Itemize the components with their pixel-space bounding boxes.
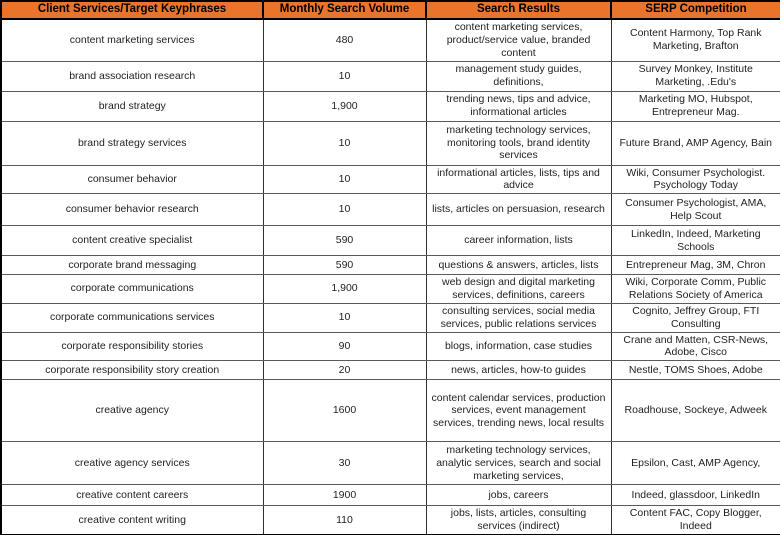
table-row: brand strategy services 10 marketing techn…	[0, 120, 780, 166]
cell-results: web design and digital marketing service…	[425, 274, 612, 304]
cell-competition: Crane and Matten, CSR-News, Adobe, Cisco	[610, 331, 780, 362]
cell-volume: 1,900	[262, 90, 427, 122]
cell-competition: Content Harmony, Top Rank Marketing, Bra…	[610, 18, 780, 62]
cell-keyphrase: corporate communications	[0, 274, 264, 304]
table-row: creative agency services 30 marketing tech…	[0, 441, 780, 486]
table-row: corporate responsibility story creation 2…	[0, 360, 780, 381]
cell-results: career information, lists	[425, 225, 612, 257]
cell-keyphrase: consumer behavior	[0, 164, 264, 195]
table-row: consumer behavior research 10 lists, artic…	[0, 193, 780, 227]
column-header-competition: SERP Competition	[610, 0, 780, 20]
cell-results: lists, articles on persuasion, research	[425, 193, 612, 227]
cell-keyphrase: creative agency	[0, 379, 264, 443]
cell-volume: 10	[262, 120, 427, 166]
cell-competition: Nestle, TOMS Shoes, Adobe	[610, 360, 780, 381]
cell-results: informational articles, lists, tips and …	[425, 164, 612, 195]
cell-keyphrase: corporate communications services	[0, 302, 264, 333]
column-header-volume: Monthly Search Volume	[262, 0, 427, 20]
cell-keyphrase: brand strategy services	[0, 120, 264, 166]
cell-keyphrase: corporate responsibility stories	[0, 331, 264, 362]
cell-keyphrase: content creative specialist	[0, 225, 264, 257]
cell-competition: Indeed, glassdoor, LinkedIn	[610, 484, 780, 507]
table-row: corporate responsibility stories 90 blogs,…	[0, 331, 780, 362]
cell-results: news, articles, how-to guides	[425, 360, 612, 381]
column-header-keyphrases: Client Services/Target Keyphrases	[0, 0, 264, 20]
cell-competition: Future Brand, AMP Agency, Bain	[610, 120, 780, 166]
cell-results: marketing technology services, analytic …	[425, 441, 612, 486]
cell-volume: 480	[262, 18, 427, 62]
cell-competition: Epsilon, Cast, AMP Agency,	[610, 441, 780, 486]
cell-volume: 10	[262, 60, 427, 92]
table-row: creative agency 1600 content calendar serv…	[0, 379, 780, 443]
cell-volume: 590	[262, 225, 427, 257]
table-row: consumer behavior 10 informational article…	[0, 164, 780, 195]
cell-results: content calendar services, production se…	[425, 379, 612, 443]
cell-keyphrase: brand strategy	[0, 90, 264, 122]
cell-volume: 10	[262, 302, 427, 333]
cell-results: jobs, lists, articles, consulting servic…	[425, 505, 612, 535]
cell-competition: Consumer Psychologist, AMA, Help Scout	[610, 193, 780, 227]
cell-competition: Wiki, Corporate Comm, Public Relations S…	[610, 274, 780, 304]
cell-competition: Entrepreneur Mag, 3M, Chron	[610, 255, 780, 276]
cell-volume: 590	[262, 255, 427, 276]
cell-volume: 1600	[262, 379, 427, 443]
cell-competition: LinkedIn, Indeed, Marketing Schools	[610, 225, 780, 257]
cell-keyphrase: corporate responsibility story creation	[0, 360, 264, 381]
cell-competition: Cognito, Jeffrey Group, FTI Consulting	[610, 302, 780, 333]
cell-competition: Marketing MO, Hubspot, Entrepreneur Mag.	[610, 90, 780, 122]
cell-results: content marketing services, product/serv…	[425, 18, 612, 62]
cell-results: questions & answers, articles, lists	[425, 255, 612, 276]
cell-volume: 1,900	[262, 274, 427, 304]
cell-keyphrase: creative content careers	[0, 484, 264, 507]
cell-competition: Wiki, Consumer Psychologist. Psychology …	[610, 164, 780, 195]
table-row: corporate communications services 10 consu…	[0, 302, 780, 333]
cell-results: marketing technology services, monitorin…	[425, 120, 612, 166]
cell-volume: 10	[262, 193, 427, 227]
table-row: content marketing services 480 content mar…	[0, 18, 780, 62]
table-row: brand strategy 1,900 trending news, tips a…	[0, 90, 780, 122]
cell-volume: 30	[262, 441, 427, 486]
cell-keyphrase: corporate brand messaging	[0, 255, 264, 276]
cell-keyphrase: content marketing services	[0, 18, 264, 62]
cell-volume: 110	[262, 505, 427, 535]
table-row: corporate communications 1,900 web design …	[0, 274, 780, 304]
cell-results: blogs, information, case studies	[425, 331, 612, 362]
cell-volume: 10	[262, 164, 427, 195]
cell-results: consulting services, social media servic…	[425, 302, 612, 333]
cell-keyphrase: brand association research	[0, 60, 264, 92]
cell-volume: 90	[262, 331, 427, 362]
cell-keyphrase: creative content writing	[0, 505, 264, 535]
cell-keyphrase: consumer behavior research	[0, 193, 264, 227]
cell-results: jobs, careers	[425, 484, 612, 507]
cell-competition: Survey Monkey, Institute Marketing, .Edu…	[610, 60, 780, 92]
cell-competition: Content FAC, Copy Blogger, Indeed	[610, 505, 780, 535]
cell-competition: Roadhouse, Sockeye, Adweek	[610, 379, 780, 443]
cell-keyphrase: creative agency services	[0, 441, 264, 486]
column-header-results: Search Results	[425, 0, 612, 20]
table-row: content creative specialist 590 career inf…	[0, 225, 780, 257]
table-row: corporate brand messaging 590 questions & …	[0, 255, 780, 276]
header-row: Client Services/Target Keyphrases Monthl…	[0, 0, 780, 20]
table-row: creative content careers 1900 jobs, career…	[0, 484, 780, 507]
table-row: creative content writing 110 jobs, lists, …	[0, 505, 780, 535]
cell-results: trending news, tips and advice, informat…	[425, 90, 612, 122]
cell-results: management study guides, definitions,	[425, 60, 612, 92]
cell-volume: 1900	[262, 484, 427, 507]
table-row: brand association research 10 management s…	[0, 60, 780, 92]
cell-volume: 20	[262, 360, 427, 381]
